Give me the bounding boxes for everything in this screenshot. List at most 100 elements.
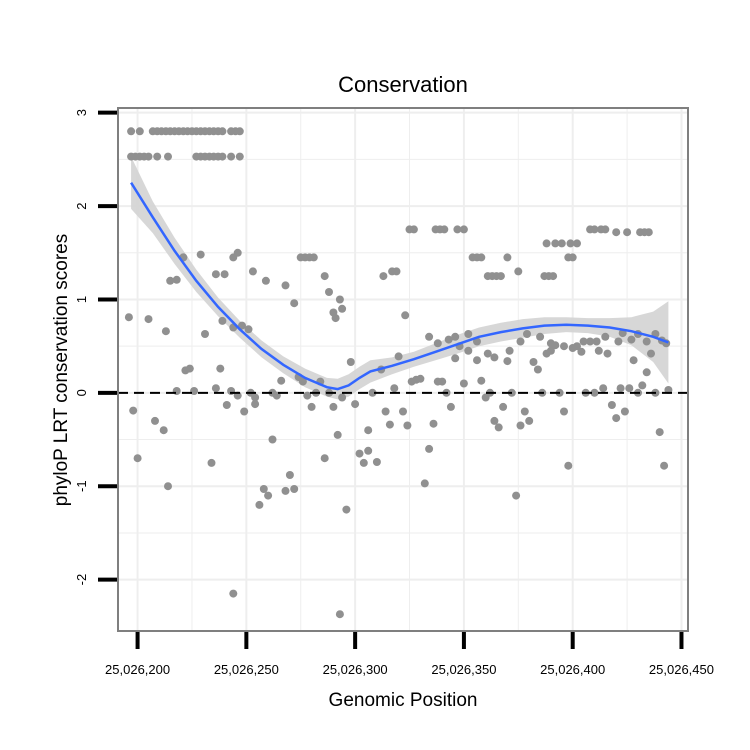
- x-tick-label: 25,026,450: [649, 662, 714, 677]
- data-point: [207, 458, 216, 467]
- data-point: [222, 401, 231, 409]
- data-point: [525, 416, 534, 425]
- data-point: [381, 407, 390, 416]
- data-point: [211, 270, 220, 279]
- data-point: [601, 225, 610, 234]
- data-point: [238, 321, 246, 330]
- data-point: [333, 430, 342, 439]
- data-point: [251, 400, 260, 409]
- data-point: [420, 479, 429, 488]
- data-point: [590, 225, 599, 234]
- data-point: [503, 357, 512, 366]
- data-point: [568, 344, 577, 352]
- data-point: [660, 461, 669, 470]
- data-point: [229, 589, 238, 598]
- data-point: [218, 127, 227, 136]
- data-point: [623, 228, 632, 237]
- data-point: [473, 356, 481, 365]
- data-point: [655, 428, 664, 437]
- data-point: [233, 248, 242, 257]
- y-tick-label: 3: [74, 109, 89, 116]
- data-point: [216, 364, 225, 373]
- panel-border: [117, 107, 689, 632]
- data-point: [627, 335, 636, 344]
- data-point: [490, 416, 499, 425]
- data-point: [616, 384, 625, 393]
- data-point: [601, 332, 610, 341]
- data-point: [227, 152, 236, 161]
- data-point: [520, 407, 529, 416]
- data-point: [244, 325, 253, 334]
- data-point: [546, 346, 555, 355]
- x-tick-label: 25,026,200: [105, 662, 170, 677]
- data-point: [261, 276, 270, 285]
- data-point: [603, 349, 612, 358]
- data-point: [514, 267, 523, 276]
- data-point: [307, 402, 316, 411]
- data-point: [359, 458, 368, 467]
- data-point: [573, 239, 581, 248]
- data-point: [372, 458, 381, 466]
- data-point: [453, 225, 462, 234]
- data-point: [638, 381, 647, 390]
- data-point: [329, 402, 338, 411]
- data-point: [557, 239, 566, 248]
- data-point: [438, 377, 447, 386]
- data-point: [394, 352, 403, 361]
- data-point: [153, 152, 162, 161]
- data-point: [331, 314, 340, 323]
- data-point: [196, 250, 205, 259]
- y-tick-label: 1: [74, 296, 89, 303]
- data-point: [298, 377, 307, 386]
- data-point: [264, 491, 273, 500]
- data-point: [599, 384, 608, 393]
- x-axis-title: Genomic Position: [329, 690, 478, 711]
- data-point: [320, 272, 329, 281]
- data-point: [490, 353, 499, 362]
- data-point: [385, 420, 394, 429]
- data-point: [392, 267, 401, 276]
- data-point: [444, 335, 453, 344]
- data-point: [320, 454, 329, 463]
- data-point: [496, 272, 505, 281]
- data-point: [127, 127, 136, 136]
- data-point: [190, 387, 199, 395]
- data-point: [164, 482, 172, 491]
- data-point: [647, 349, 655, 358]
- data-point: [579, 337, 588, 346]
- data-point: [592, 337, 601, 346]
- data-point: [124, 313, 133, 322]
- data-point: [335, 610, 344, 619]
- data-point: [551, 239, 560, 248]
- data-point: [185, 364, 194, 373]
- data-point: [351, 400, 360, 409]
- data-point: [483, 349, 492, 358]
- data-point: [644, 228, 653, 237]
- data-point: [335, 295, 344, 304]
- x-axis: 25,026,200 25,026,250 25,026,300 25,026,350…: [105, 632, 714, 677]
- data-point: [281, 486, 290, 495]
- data-point: [451, 354, 460, 363]
- x-tick-label: 25,026,350: [431, 662, 496, 677]
- data-point: [425, 444, 434, 453]
- data-point: [529, 358, 538, 366]
- x-tick-label: 25,026,300: [323, 662, 388, 677]
- data-point: [235, 127, 244, 136]
- data-point: [451, 332, 460, 341]
- data-point: [494, 423, 503, 432]
- data-point: [218, 316, 227, 325]
- data-point: [590, 388, 599, 397]
- data-point: [346, 358, 355, 366]
- data-point: [268, 388, 277, 397]
- data-point: [338, 393, 347, 402]
- data-point: [220, 270, 229, 279]
- data-point: [586, 337, 595, 346]
- data-point: [285, 471, 294, 479]
- data-point: [211, 384, 220, 393]
- data-point: [477, 253, 486, 262]
- data-point: [625, 384, 634, 393]
- data-point: [551, 341, 560, 350]
- data-point: [429, 419, 438, 428]
- data-point: [251, 393, 260, 402]
